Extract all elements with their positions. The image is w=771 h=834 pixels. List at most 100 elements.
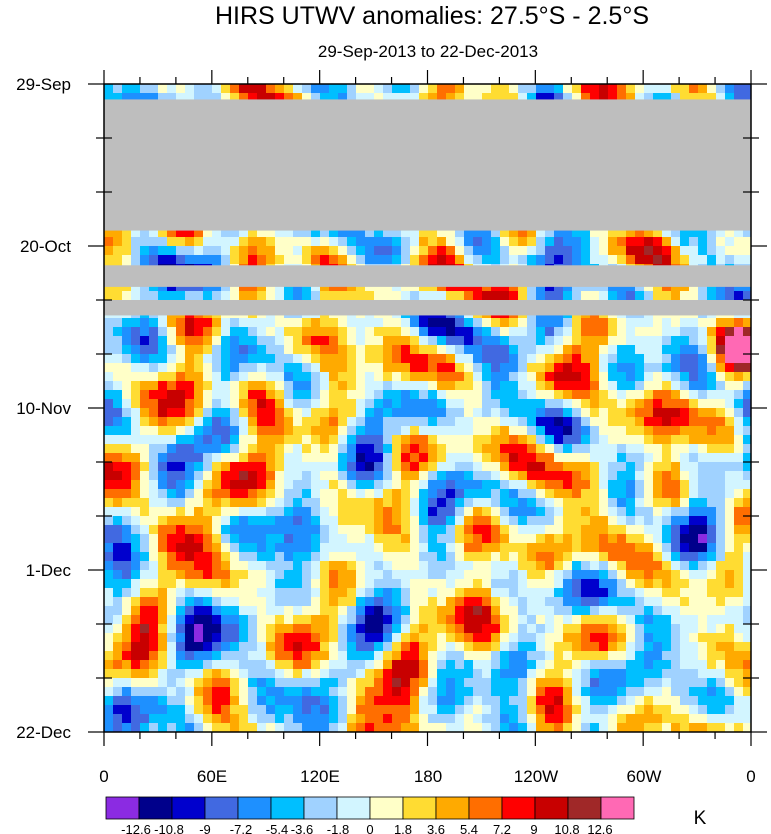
field-cell <box>671 318 681 328</box>
field-cell <box>329 237 339 247</box>
field-cell <box>653 381 663 391</box>
field-cell <box>707 534 717 544</box>
field-cell <box>446 579 456 589</box>
field-cell <box>302 318 312 328</box>
field-cell <box>356 417 366 427</box>
field-cell <box>644 498 654 508</box>
field-cell <box>491 597 501 607</box>
field-cell <box>392 381 402 391</box>
field-cell <box>509 552 519 562</box>
field-cell <box>743 453 752 463</box>
field-cell <box>302 345 312 355</box>
field-cell <box>563 525 573 535</box>
field-cell <box>392 669 402 679</box>
field-cell <box>401 534 411 544</box>
field-cell <box>230 660 240 670</box>
field-cell <box>248 390 258 400</box>
field-cell <box>590 462 600 472</box>
field-cell <box>617 291 627 301</box>
field-cell <box>563 237 573 247</box>
field-cell <box>302 417 312 427</box>
field-cell <box>365 498 375 508</box>
field-cell <box>563 507 573 517</box>
field-cell <box>536 615 546 625</box>
field-cell <box>608 534 618 544</box>
field-cell <box>239 363 249 373</box>
field-cell <box>230 354 240 364</box>
field-cell <box>635 642 645 652</box>
field-cell <box>698 237 708 247</box>
field-cell <box>707 615 717 625</box>
field-cell <box>113 678 123 688</box>
field-cell <box>383 552 393 562</box>
field-cell <box>725 606 735 616</box>
field-cell <box>203 327 213 337</box>
field-cell <box>599 507 609 517</box>
field-cell <box>113 507 123 517</box>
field-cell <box>725 327 735 337</box>
field-cell <box>473 534 483 544</box>
field-cell <box>743 372 752 382</box>
field-cell <box>329 444 339 454</box>
field-cell <box>293 345 303 355</box>
field-cell <box>554 435 564 445</box>
field-cell <box>716 381 726 391</box>
field-cell <box>311 399 321 409</box>
field-cell <box>104 471 114 481</box>
field-cell <box>383 516 393 526</box>
field-cell <box>662 336 672 346</box>
field-cell <box>221 381 231 391</box>
field-cell <box>347 624 357 634</box>
field-cell <box>572 453 582 463</box>
field-cell <box>635 552 645 562</box>
field-cell <box>590 390 600 400</box>
field-cell <box>311 426 321 436</box>
field-cell <box>392 363 402 373</box>
field-cell <box>653 534 663 544</box>
field-cell <box>194 687 204 697</box>
field-cell <box>185 534 195 544</box>
field-cell <box>626 561 636 571</box>
field-cell <box>545 426 555 436</box>
field-cell <box>167 615 177 625</box>
field-cell <box>149 327 159 337</box>
field-cell <box>410 417 420 427</box>
field-cell <box>635 588 645 598</box>
field-cell <box>383 255 393 265</box>
field-cell <box>140 696 150 706</box>
field-cell <box>644 561 654 571</box>
field-cell <box>563 336 573 346</box>
field-cell <box>716 84 726 94</box>
field-cell <box>491 606 501 616</box>
field-cell <box>158 552 168 562</box>
field-cell <box>671 246 681 256</box>
field-cell <box>221 543 231 553</box>
field-cell <box>203 597 213 607</box>
field-cell <box>662 381 672 391</box>
field-cell <box>527 498 537 508</box>
field-cell <box>158 345 168 355</box>
field-cell <box>689 291 699 301</box>
field-cell <box>491 255 501 265</box>
field-cell <box>428 255 438 265</box>
field-cell <box>626 489 636 499</box>
field-cell <box>680 615 690 625</box>
field-cell <box>608 543 618 553</box>
field-cell <box>167 498 177 508</box>
field-cell <box>473 444 483 454</box>
field-cell <box>545 255 555 265</box>
field-cell <box>482 597 492 607</box>
field-cell <box>698 426 708 436</box>
field-cell <box>437 318 447 328</box>
field-cell <box>680 318 690 328</box>
field-cell <box>383 453 393 463</box>
field-cell <box>554 696 564 706</box>
field-cell <box>743 471 752 481</box>
field-cell <box>563 606 573 616</box>
field-cell <box>356 345 366 355</box>
field-cell <box>410 354 420 364</box>
field-cell <box>149 399 159 409</box>
field-cell <box>608 471 618 481</box>
field-cell <box>644 651 654 661</box>
field-cell <box>707 84 717 94</box>
